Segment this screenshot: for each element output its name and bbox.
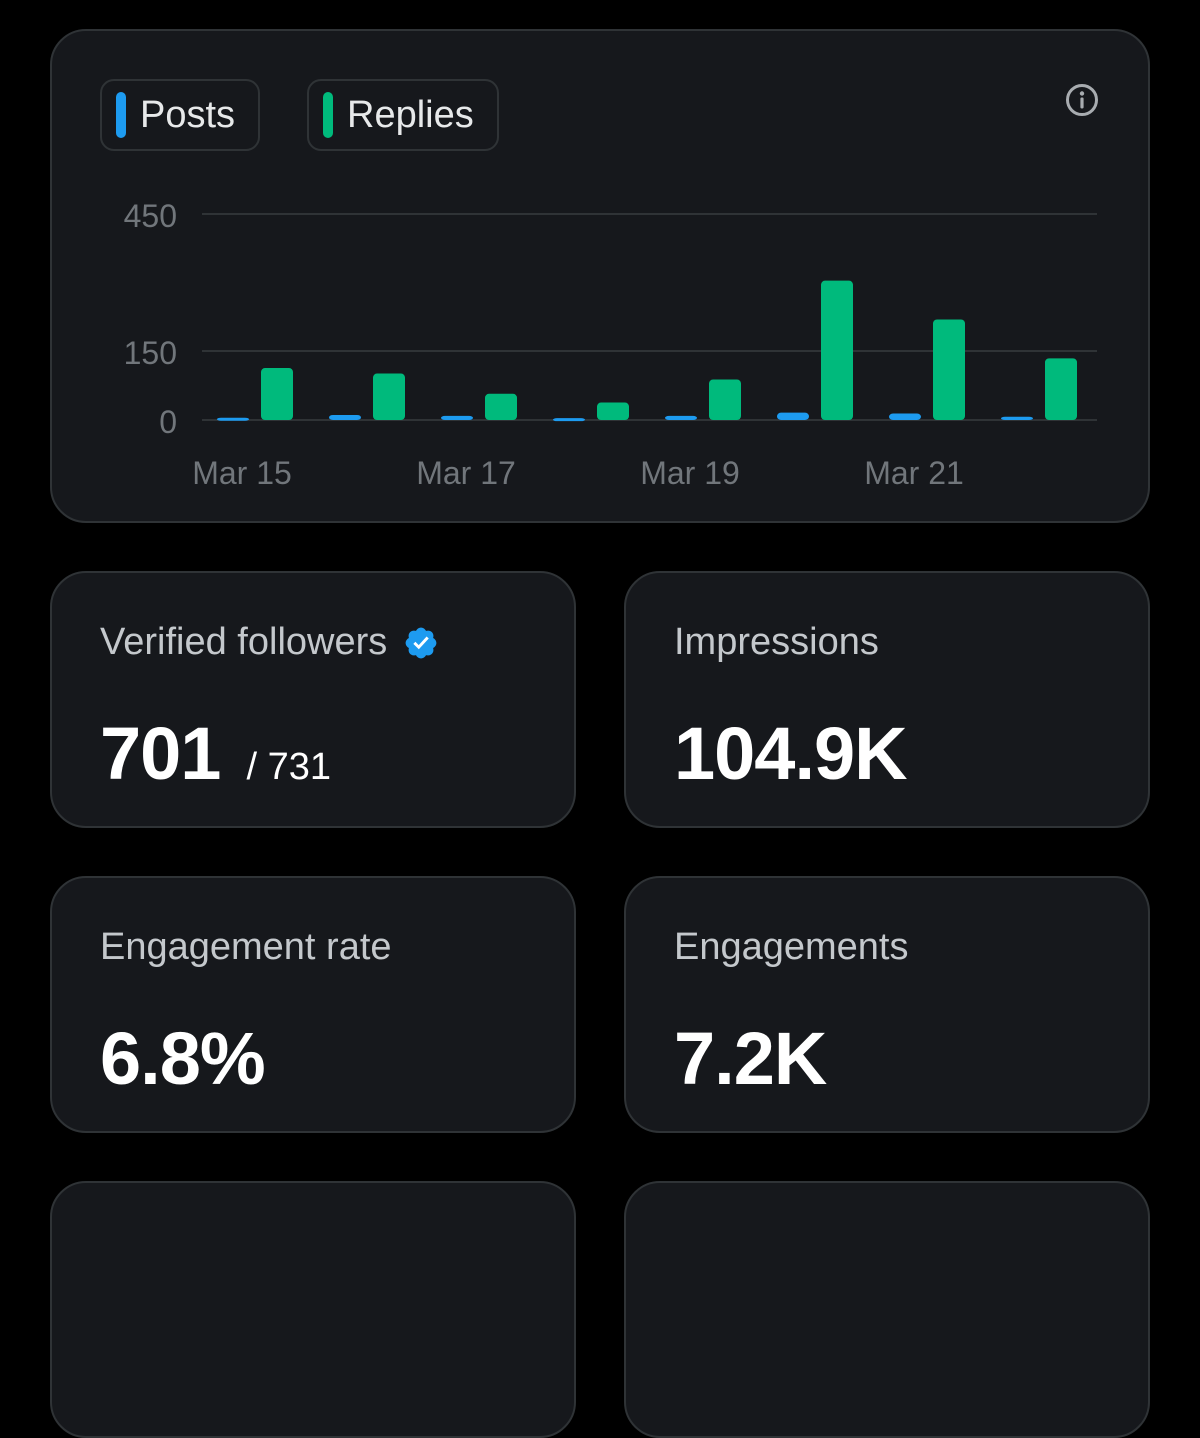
- impressions-card[interactable]: Impressions 104.9K: [624, 571, 1150, 828]
- y-tick-label: 0: [159, 404, 177, 440]
- stat-card-partial-right[interactable]: [624, 1181, 1150, 1438]
- bar-posts-mar-22[interactable]: [1001, 416, 1033, 420]
- x-tick-label: Mar 21: [864, 455, 964, 491]
- bar-replies-mar-22[interactable]: [1045, 358, 1077, 420]
- verified-followers-label-row: Verified followers: [100, 621, 439, 664]
- engagements-label: Engagements: [674, 926, 909, 968]
- legend-posts-label: Posts: [140, 93, 236, 136]
- bar-posts-mar-19[interactable]: [665, 415, 697, 420]
- verified-followers-value: 701: [100, 712, 221, 795]
- info-circle-icon[interactable]: [1065, 83, 1099, 117]
- legend-replies-label: Replies: [347, 93, 474, 136]
- y-tick-label: 450: [124, 198, 177, 234]
- legend-replies-toggle[interactable]: Replies: [307, 79, 499, 151]
- legend-posts-toggle[interactable]: Posts: [100, 79, 260, 151]
- bar-posts-mar-17[interactable]: [441, 415, 473, 420]
- verified-followers-value-row: 701 / 731: [100, 711, 331, 796]
- bar-replies-mar-19[interactable]: [709, 379, 741, 420]
- verified-followers-total: / 731: [246, 746, 331, 788]
- activity-bar-chart: 0 150 450 Mar 15 Mar 17 Mar 19 Mar 21: [124, 198, 1097, 491]
- engagement-rate-card[interactable]: Engagement rate 6.8%: [50, 876, 576, 1133]
- bar-replies-mar-16[interactable]: [373, 373, 405, 420]
- engagements-value: 7.2K: [674, 1017, 827, 1100]
- impressions-label: Impressions: [674, 621, 879, 663]
- bar-replies-mar-17[interactable]: [485, 393, 517, 420]
- verified-badge-icon: [405, 627, 437, 658]
- bar-posts-mar-16[interactable]: [329, 414, 361, 420]
- bar-posts-mar-15[interactable]: [217, 417, 249, 421]
- bar-replies-mar-21[interactable]: [933, 319, 965, 420]
- posts-color-swatch: [116, 92, 126, 138]
- bar-posts-mar-18[interactable]: [553, 418, 585, 422]
- activity-chart-card: 0 150 450 Mar 15 Mar 17 Mar 19 Mar 21 Posts Re…: [50, 29, 1150, 523]
- bar-posts-mar-20[interactable]: [777, 412, 809, 420]
- verified-followers-card[interactable]: Verified followers 701 / 731: [50, 571, 576, 828]
- x-tick-label: Mar 17: [416, 455, 516, 491]
- replies-color-swatch: [323, 92, 333, 138]
- engagement-rate-label: Engagement rate: [100, 926, 392, 968]
- bar-replies-mar-18[interactable]: [597, 402, 629, 420]
- bar-posts-mar-21[interactable]: [889, 413, 921, 420]
- x-tick-label: Mar 19: [640, 455, 740, 491]
- x-tick-label: Mar 15: [192, 455, 292, 491]
- bar-replies-mar-15[interactable]: [261, 368, 293, 420]
- impressions-value: 104.9K: [674, 712, 908, 795]
- engagements-card[interactable]: Engagements 7.2K: [624, 876, 1150, 1133]
- stat-card-partial-left[interactable]: [50, 1181, 576, 1438]
- bar-replies-mar-20[interactable]: [821, 280, 853, 420]
- y-tick-label: 150: [124, 335, 177, 371]
- verified-followers-label: Verified followers: [100, 621, 388, 663]
- engagement-rate-value: 6.8%: [100, 1017, 266, 1100]
